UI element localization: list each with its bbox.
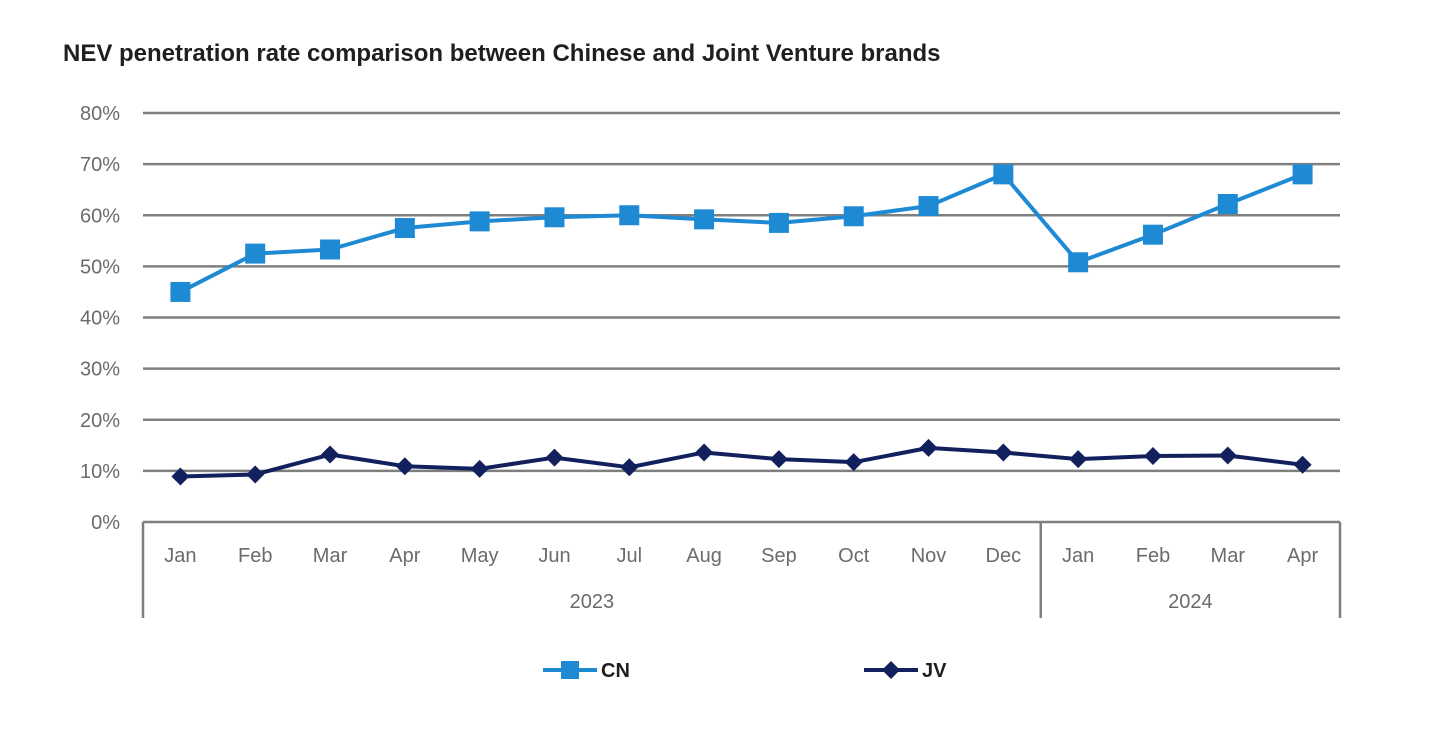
data-point-jv: [470, 459, 489, 478]
legend-marker-cn: [561, 661, 579, 679]
data-point-cn: [843, 206, 864, 227]
data-point-jv: [1293, 455, 1312, 474]
x-tick-label: Mar: [1211, 545, 1246, 567]
x-tick-label: May: [461, 545, 499, 567]
data-point-jv: [545, 448, 564, 467]
y-tick-label: 70%: [80, 154, 120, 176]
y-tick-label: 30%: [80, 359, 120, 381]
series-layer: [170, 164, 1313, 486]
axes: [141, 520, 1342, 618]
legend-marker-jv: [882, 661, 900, 679]
data-point-cn: [918, 196, 939, 217]
data-point-cn: [245, 243, 266, 264]
x-axis-ticks: Jan Feb Mar Apr May Jun Jul Aug Sep Oct Nov Dec Jan F…: [164, 545, 1318, 613]
data-point-cn: [993, 164, 1014, 185]
x-tick-label: Feb: [1136, 545, 1170, 567]
series-line-cn: [179, 172, 1304, 294]
legend-label-jv: JV: [922, 660, 947, 682]
data-point-jv: [1218, 446, 1237, 465]
gridlines: [143, 111, 1340, 473]
data-point-cn: [1217, 194, 1238, 215]
y-tick-label: 20%: [80, 410, 120, 432]
legend: CN JV: [543, 660, 947, 682]
y-tick-label: 60%: [80, 205, 120, 227]
data-point-cn: [1142, 224, 1163, 245]
data-point-jv: [695, 443, 714, 462]
x-tick-label: Jun: [538, 545, 570, 567]
y-tick-label: 10%: [80, 461, 120, 483]
y-tick-label: 0%: [91, 512, 120, 534]
group-label: 2023: [570, 591, 615, 613]
data-point-cn: [1292, 164, 1313, 185]
chart-title: NEV penetration rate comparison between …: [63, 40, 941, 67]
x-tick-label: Mar: [313, 545, 348, 567]
x-tick-label: Jul: [616, 545, 642, 567]
data-point-cn: [544, 207, 565, 228]
data-point-cn: [170, 281, 191, 302]
data-point-jv: [321, 445, 340, 464]
y-tick-label: 80%: [80, 103, 120, 125]
x-tick-label: Apr: [389, 545, 420, 567]
x-tick-label: Jan: [164, 545, 196, 567]
data-point-jv: [919, 438, 938, 457]
data-point-jv: [844, 453, 863, 472]
data-point-jv: [171, 467, 190, 486]
data-point-jv: [769, 450, 788, 469]
series-line-jv: [180, 445, 1303, 479]
data-point-jv: [1069, 450, 1088, 469]
data-point-cn: [469, 211, 490, 232]
x-tick-label: Oct: [838, 545, 870, 567]
data-point-cn: [768, 212, 789, 233]
data-point-cn: [320, 239, 341, 260]
group-label: 2024: [1168, 591, 1213, 613]
x-tick-label: Dec: [986, 545, 1022, 567]
data-point-cn: [394, 218, 415, 239]
x-tick-label: Apr: [1287, 545, 1318, 567]
x-tick-label: Jan: [1062, 545, 1094, 567]
data-point-cn: [619, 205, 640, 226]
data-point-jv: [1143, 447, 1162, 466]
data-point-jv: [994, 443, 1013, 462]
x-tick-label: Nov: [911, 545, 947, 567]
x-tick-label: Feb: [238, 545, 272, 567]
x-tick-label: Sep: [761, 545, 797, 567]
data-point-cn: [694, 209, 715, 230]
y-tick-label: 40%: [80, 308, 120, 330]
x-tick-label: Aug: [686, 545, 722, 567]
legend-label-cn: CN: [601, 660, 630, 682]
data-point-jv: [246, 465, 265, 484]
data-point-jv: [395, 457, 414, 476]
data-point-cn: [1068, 252, 1089, 273]
data-point-jv: [620, 458, 639, 477]
y-tick-label: 50%: [80, 256, 120, 278]
y-axis-ticks: 0% 10% 20% 30% 40% 50% 60% 70% 80%: [80, 103, 120, 534]
